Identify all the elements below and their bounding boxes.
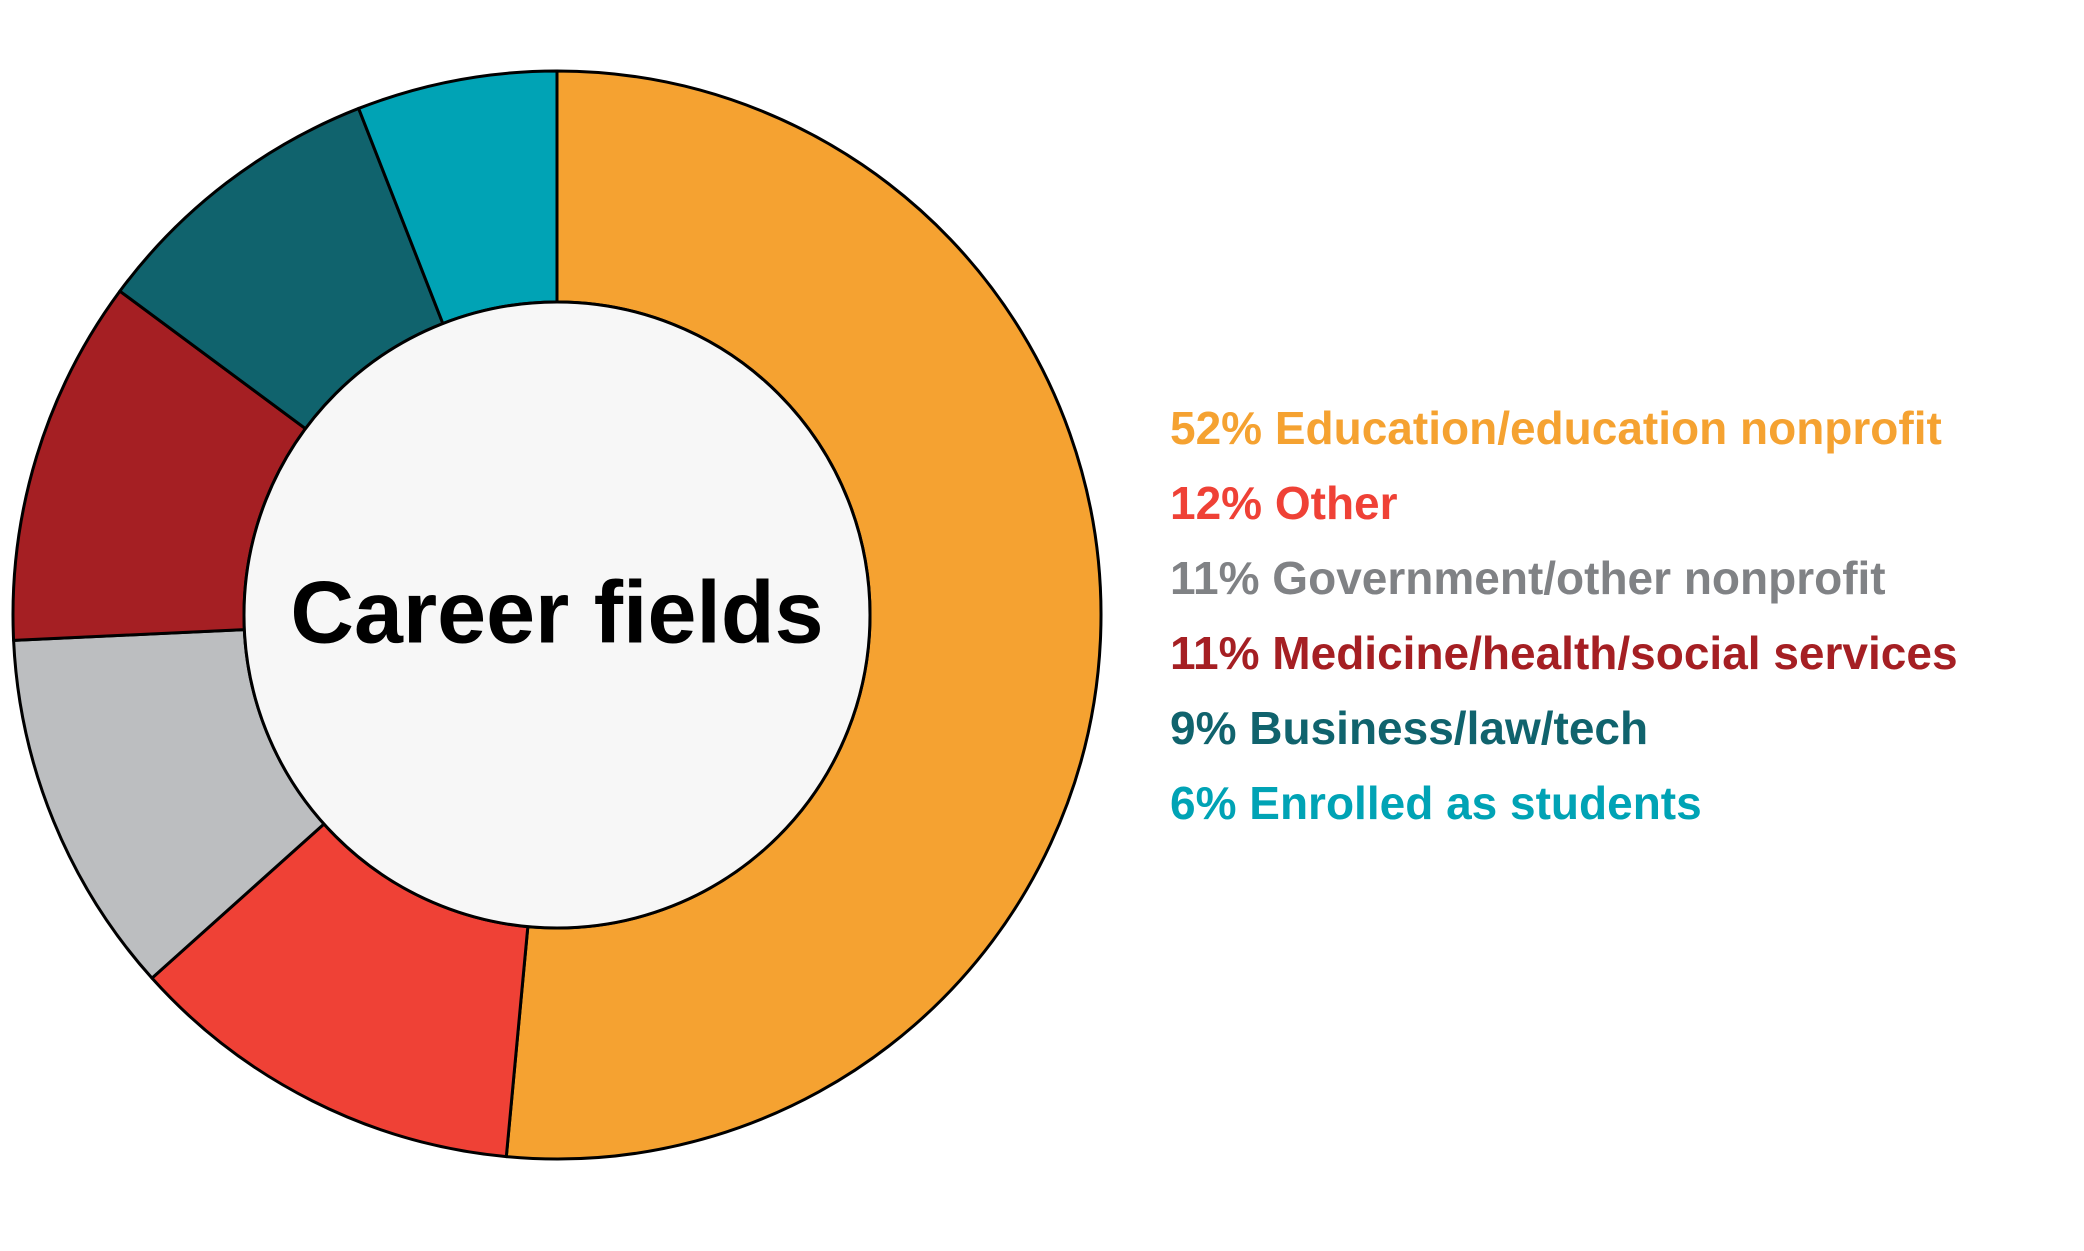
legend-item-5: 6% Enrolled as students	[1170, 777, 1702, 829]
legend-item-3: 11% Medicine/health/social services	[1170, 627, 1958, 679]
donut-slices	[11, 69, 1103, 1161]
chart-title: Career fields	[290, 562, 823, 661]
legend-item-1: 12% Other	[1170, 477, 1398, 529]
legend-item-4: 9% Business/law/tech	[1170, 702, 1648, 754]
donut-center	[242, 300, 872, 930]
legend: 52% Education/education nonprofit 12% Oth…	[1170, 402, 1958, 829]
legend-item-0: 52% Education/education nonprofit	[1170, 402, 1942, 454]
legend-item-2: 11% Government/other nonprofit	[1170, 552, 1886, 604]
